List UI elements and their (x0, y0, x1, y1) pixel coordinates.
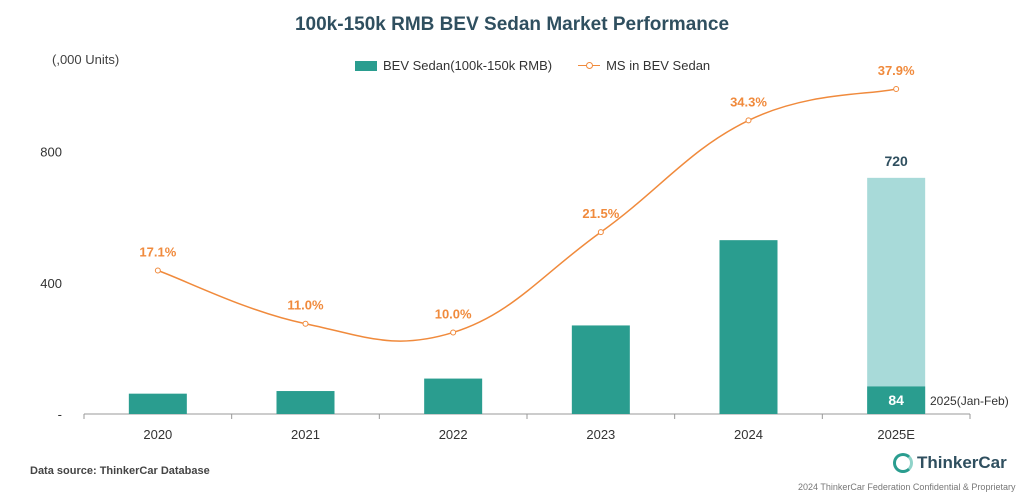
market-share-line (157, 88, 897, 342)
bar-actual-note: 2025(Jan-Feb) (930, 394, 1009, 408)
market-share-point (893, 86, 900, 93)
x-tick-label: 2020 (143, 427, 172, 442)
legend: BEV Sedan(100k-150k RMB) MS in BEV Sedan (355, 58, 710, 73)
legend-line-swatch (578, 61, 601, 71)
chart-title: 100k-150k RMB BEV Sedan Market Performan… (294, 14, 730, 35)
y-tick-label: 400 (40, 276, 62, 291)
bar (719, 240, 778, 414)
legend-bar-swatch (355, 60, 377, 71)
market-share-point (745, 117, 752, 124)
market-share-point (597, 229, 604, 236)
data-source-note: Data source: ThinkerCar Database (30, 465, 210, 477)
market-share-point (450, 329, 457, 336)
x-tick-label: 2025E (877, 427, 915, 442)
market-share-label: 11.0% (287, 298, 324, 313)
bar (128, 393, 187, 414)
thinkercar-logo-icon (893, 453, 913, 473)
market-share-label: 21.5% (582, 206, 619, 221)
y-tick-label: 800 (40, 145, 62, 160)
x-tick-label: 2022 (439, 427, 468, 442)
brand-name: ThinkerCar (917, 453, 1007, 472)
bar-actual-label: 84 (888, 392, 904, 408)
market-share-label: 10.0% (435, 306, 472, 321)
legend-bar-label: BEV Sedan(100k-150k RMB) (383, 58, 553, 73)
x-tick-label: 2023 (586, 427, 615, 442)
bar-estimate-2025E (867, 177, 926, 414)
bar-total-label: 720 (884, 153, 908, 169)
market-share-point (154, 267, 161, 274)
market-share-point (302, 320, 309, 327)
y-tick-label: - (58, 407, 62, 422)
market-share-label: 37.9% (878, 63, 915, 78)
confidential-note: 2024 ThinkerCar Federation Confidential … (798, 482, 1016, 492)
bar (424, 378, 483, 414)
market-share-label: 17.1% (139, 245, 176, 260)
x-tick-label: 2024 (734, 427, 763, 442)
market-share-label: 34.3% (730, 94, 767, 109)
bar (867, 386, 926, 414)
bar (276, 391, 335, 414)
y-axis-unit-label: (,000 Units) (52, 52, 120, 67)
brand: ThinkerCar (893, 453, 1007, 473)
legend-line-label: MS in BEV Sedan (606, 58, 711, 73)
bar (571, 325, 630, 414)
x-tick-label: 2021 (291, 427, 320, 442)
